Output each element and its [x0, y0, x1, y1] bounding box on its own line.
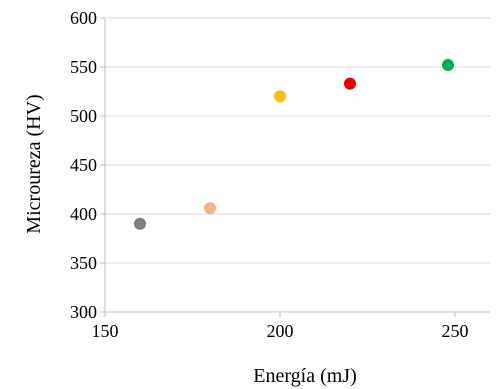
- y-tick-label: 400: [70, 204, 97, 224]
- x-tick-label: 200: [267, 321, 294, 341]
- data-points: [134, 59, 454, 230]
- data-point: [344, 77, 356, 90]
- y-tick-label: 450: [70, 155, 97, 175]
- x-axis-label: Energía (mJ): [253, 365, 357, 387]
- y-tick-label: 350: [70, 253, 97, 273]
- y-axis-label: Microureza (HV): [23, 94, 45, 233]
- y-tick-label: 300: [70, 302, 97, 322]
- x-tick-label: 250: [442, 321, 469, 341]
- y-tick-label: 550: [70, 57, 97, 77]
- data-point: [204, 202, 216, 215]
- y-tick-label: 600: [70, 8, 97, 28]
- gridlines: [105, 17, 490, 264]
- y-axis-ticks: 300 350 400 450 500 550 600: [70, 8, 105, 322]
- data-point: [274, 90, 286, 103]
- data-point: [442, 59, 454, 72]
- data-point: [134, 217, 146, 230]
- x-axis-ticks: 150 200 250: [92, 312, 469, 341]
- y-tick-label: 500: [70, 106, 97, 126]
- x-tick-label: 150: [92, 321, 119, 341]
